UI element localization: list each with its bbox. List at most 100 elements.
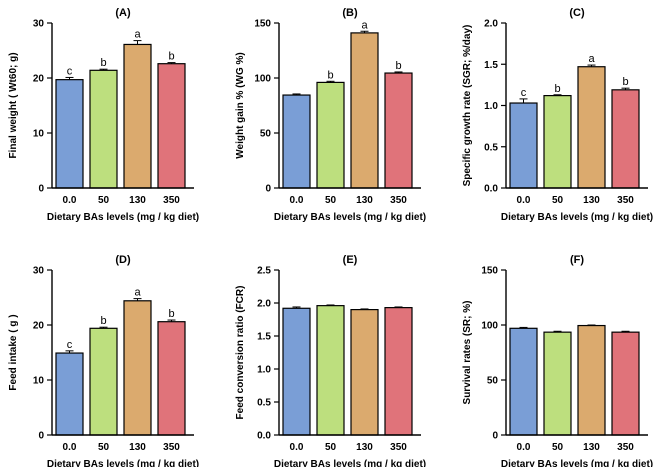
panel-d-xtick-label-0: 0.0 — [63, 442, 77, 453]
panel-c-sig-letter-2: a — [588, 53, 595, 65]
panel-e-ytick-label-2: 1.0 — [257, 365, 271, 376]
panel-a-bar-0 — [55, 79, 84, 189]
panel-c-ytick-label-3: 1.5 — [484, 60, 498, 71]
panel-e-ytick-label-1: 0.5 — [257, 398, 271, 409]
panel-b-bar-0 — [282, 94, 311, 189]
panel-d-xtick-label-2: 130 — [129, 442, 146, 453]
panel-d-sig-letter-0: c — [67, 339, 73, 351]
panel-e-xtick-label-1: 50 — [325, 442, 337, 453]
panel-d-bar-0 — [55, 352, 84, 436]
panel-f-ytick-label-2: 100 — [481, 321, 498, 332]
panel-a-xtick-label-3: 350 — [163, 195, 180, 206]
panel-c-ytick-label-2: 1.0 — [484, 101, 498, 112]
panel-b-ytick-label-1: 50 — [260, 129, 272, 140]
panel-b-xtick-label-0: 0.0 — [290, 195, 304, 206]
panel-b-xlabel: Dietary BAs levels (mg / kg diet) — [274, 212, 426, 223]
panel-a-sig-letter-0: c — [67, 65, 73, 77]
panel-d-xlabel: Dietary BAs levels (mg / kg diet) — [47, 459, 199, 467]
panel-c-ytick-label-1: 0.5 — [484, 142, 498, 153]
panel-c-bar-1 — [543, 94, 572, 189]
panel-d-sig-letter-1: b — [100, 315, 106, 327]
panel-d-ylabel: Feed intake ( g ) — [8, 314, 19, 390]
panel-c-sig-letter-0: c — [521, 87, 527, 99]
panel-b-sig-letter-3: b — [395, 60, 401, 72]
panel-f-ytick-label-1: 50 — [487, 376, 499, 387]
panel-c-bar-2 — [577, 66, 606, 189]
panel-b-xtick-label-2: 130 — [356, 195, 373, 206]
panel-e-title: (E) — [343, 254, 358, 266]
panel-d-bar-1 — [89, 327, 118, 436]
panel-e-ytick-label-4: 2.0 — [257, 299, 271, 310]
panel-f-title: (F) — [570, 254, 584, 266]
panel-f-bar-0 — [509, 327, 538, 436]
panel-c-xlabel: Dietary BAs levels (mg / kg diet) — [501, 212, 653, 223]
panel-f-ylabel: Survival rates (SR; %) — [462, 301, 473, 405]
panel-f-bar-3 — [611, 331, 640, 436]
panel-b-bar-2 — [350, 32, 379, 189]
panel-f-xtick-label-1: 50 — [552, 442, 564, 453]
panel-a-bar-3 — [157, 63, 186, 189]
panel-a-xtick-label-2: 130 — [129, 195, 146, 206]
panel-b-ytick-label-0: 0 — [265, 184, 271, 195]
panel-a-sig-letter-3: b — [168, 51, 174, 63]
panel-a-bar-2 — [123, 43, 152, 189]
panel-b-bar-1 — [316, 81, 345, 189]
panel-e-bar-0 — [282, 307, 311, 436]
panel-b-xtick-label-3: 350 — [390, 195, 407, 206]
panel-a-bar-1 — [89, 69, 118, 189]
panel-d-ytick-label-3: 30 — [33, 266, 45, 277]
panel-d-sig-letter-2: a — [134, 287, 141, 299]
panel-c-xtick-label-0: 0.0 — [517, 195, 531, 206]
panel-a-xtick-label-0: 0.0 — [63, 195, 77, 206]
panel-d-bar-2 — [123, 300, 152, 436]
panel-f-bar-2 — [577, 324, 606, 436]
panel-b-sig-letter-2: a — [361, 19, 368, 31]
panel-b-title: (B) — [342, 7, 358, 19]
panel-c-xtick-label-3: 350 — [617, 195, 634, 206]
panel-f-ytick-label-0: 0 — [492, 431, 498, 442]
panel-b-ylabel: Weight gain % (WG %) — [235, 52, 246, 158]
panel-a-ytick-label-3: 30 — [33, 19, 45, 30]
panel-c-sig-letter-3: b — [622, 76, 628, 88]
panel-d-sig-letter-3: b — [168, 308, 174, 320]
panel-c-sig-letter-1: b — [554, 83, 560, 95]
panel-e-ylabel: Feed conversion ratio (FCR) — [235, 286, 246, 420]
panel-b-sig-letter-1: b — [327, 69, 333, 81]
panel-c-bar-0 — [509, 102, 538, 189]
panel-a-ytick-label-0: 0 — [38, 184, 44, 195]
panel-b-ytick-label-2: 100 — [254, 74, 271, 85]
panel-a-xtick-label-1: 50 — [98, 195, 110, 206]
panel-b-bar-3 — [384, 72, 413, 189]
panel-c-xtick-label-2: 130 — [583, 195, 600, 206]
panel-e-xtick-label-2: 130 — [356, 442, 373, 453]
panel-b-ytick-label-3: 150 — [254, 19, 271, 30]
panel-d-bar-3 — [157, 321, 186, 436]
panel-e-xtick-label-3: 350 — [390, 442, 407, 453]
panel-a-xlabel: Dietary BAs levels (mg / kg diet) — [47, 212, 199, 223]
panel-c-ytick-label-4: 2.0 — [484, 19, 498, 30]
panel-b-xtick-label-1: 50 — [325, 195, 337, 206]
panel-a-sig-letter-2: a — [134, 29, 141, 41]
panel-a-ylabel: Final weight ( Wt60; g) — [8, 52, 19, 158]
panel-e-ytick-label-5: 2.5 — [257, 266, 271, 277]
panel-f-xtick-label-0: 0.0 — [517, 442, 531, 453]
panel-e-bar-1 — [316, 305, 345, 436]
panel-a-sig-letter-1: b — [100, 57, 106, 69]
panel-f-xlabel: Dietary BAs levels (mg / kg diet) — [501, 459, 653, 467]
panel-a-title: (A) — [115, 7, 131, 19]
panel-f-xtick-label-3: 350 — [617, 442, 634, 453]
panel-f-bar-1 — [543, 331, 572, 436]
panel-d-ytick-label-1: 10 — [33, 376, 45, 387]
panel-c-bar-3 — [611, 89, 640, 189]
panel-c-ytick-label-0: 0.0 — [484, 184, 498, 195]
panel-d-xtick-label-1: 50 — [98, 442, 110, 453]
panel-c-xtick-label-1: 50 — [552, 195, 564, 206]
panel-f-xtick-label-2: 130 — [583, 442, 600, 453]
panel-d-xtick-label-3: 350 — [163, 442, 180, 453]
panel-c-ylabel: Specific growth rate (SGR; %/day) — [462, 25, 473, 187]
panel-e-xtick-label-0: 0.0 — [290, 442, 304, 453]
panel-f-ytick-label-3: 150 — [481, 266, 498, 277]
panel-a-ytick-label-2: 20 — [33, 74, 45, 85]
panel-d-ytick-label-2: 20 — [33, 321, 45, 332]
